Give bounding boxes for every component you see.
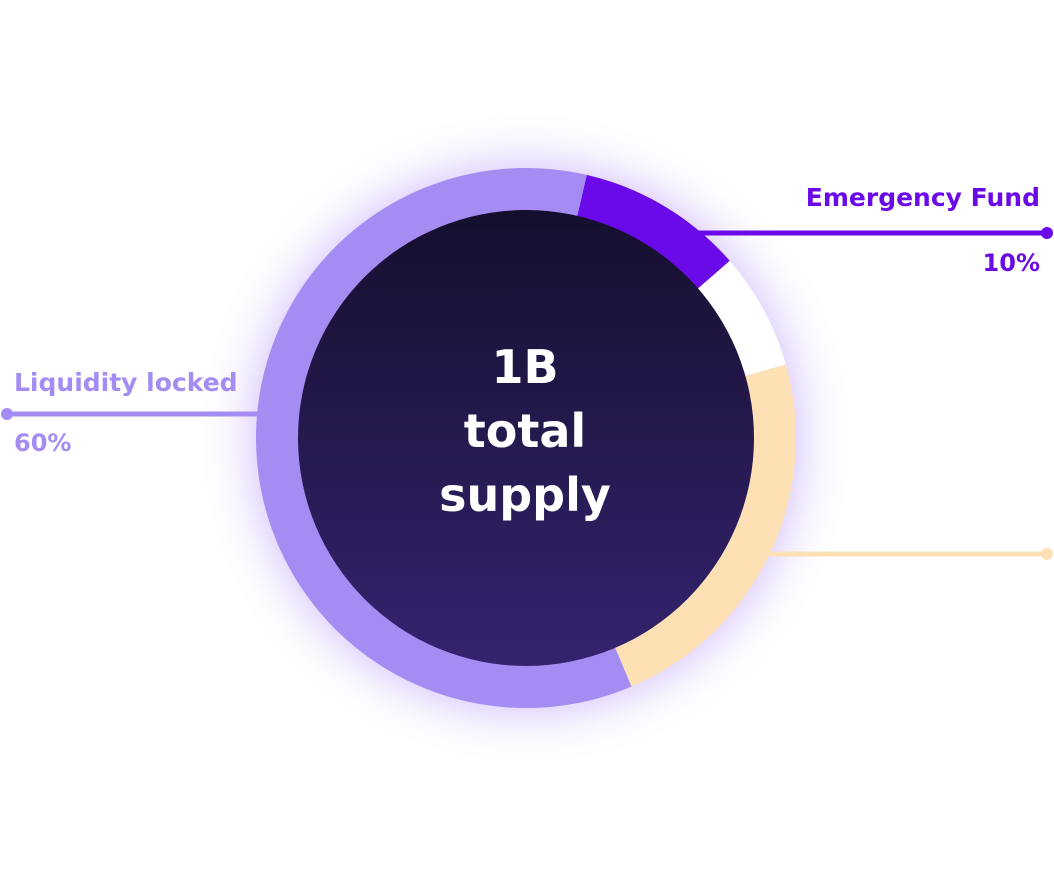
emergency-fund-value: 10%	[982, 249, 1040, 277]
center-line-1: 1B	[491, 340, 559, 394]
liquidity-locked-label: Liquidity locked	[14, 368, 238, 397]
center-total-supply-text: 1B total supply	[375, 335, 675, 527]
leader-dot-2	[1041, 548, 1053, 560]
center-line-3: supply	[439, 468, 611, 522]
emergency-fund-label: Emergency Fund	[805, 183, 1040, 212]
center-line-2: total	[463, 404, 587, 458]
leader-dot-0	[1041, 227, 1053, 239]
liquidity-locked-value: 60%	[14, 429, 72, 457]
leader-dot-3	[1, 408, 13, 420]
donut-center-disc	[298, 210, 754, 666]
leader-lines	[1, 227, 1053, 560]
